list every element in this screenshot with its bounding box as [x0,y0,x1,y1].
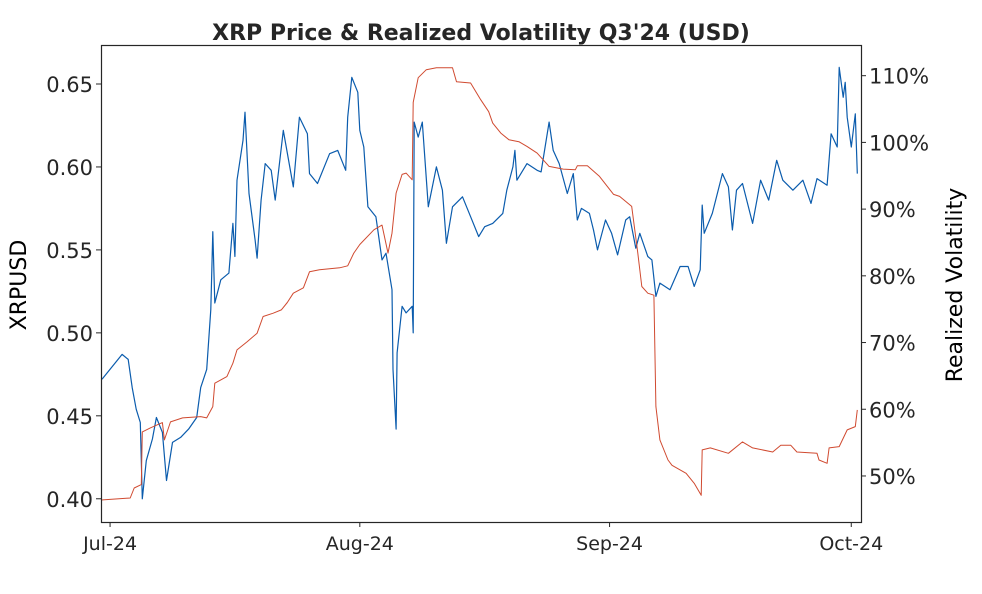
y2-tick-label: 50% [869,465,916,489]
y-tick-label: 0.50 [46,322,93,346]
chart-title: XRP Price & Realized Volatility Q3'24 (U… [212,21,750,46]
x-tick-label: Aug-24 [326,533,394,555]
y2-tick-label: 100% [869,131,929,155]
volatility-line [100,67,858,501]
y2-tick-label: 60% [869,398,916,422]
y-tick-label: 0.65 [46,73,93,97]
y2-tick-label: 110% [869,65,929,89]
y2-tick-label: 70% [869,332,916,356]
y-axis-label: XRPUSD [7,240,32,331]
series-layer [100,66,858,501]
x-tick-label: Oct-24 [819,533,883,555]
y-tick-label: 0.55 [46,239,93,263]
y-tick-label: 0.40 [46,488,93,512]
x-tick-label: Jul-24 [82,533,137,555]
y-tick-label: 0.45 [46,405,93,429]
y2-tick-label: 80% [869,265,916,289]
y2-axis-label: Realized Volatility [943,188,968,383]
ticks-layer: Jul-24 Aug-24 Sep-24 Oct-24 0.40 0.45 0.50 0.55… [46,65,929,555]
price-line [101,66,858,500]
y2-tick-label: 90% [869,198,916,222]
x-tick-label: Sep-24 [576,533,643,555]
y-tick-label: 0.60 [46,156,93,180]
plot-frame [100,44,863,524]
